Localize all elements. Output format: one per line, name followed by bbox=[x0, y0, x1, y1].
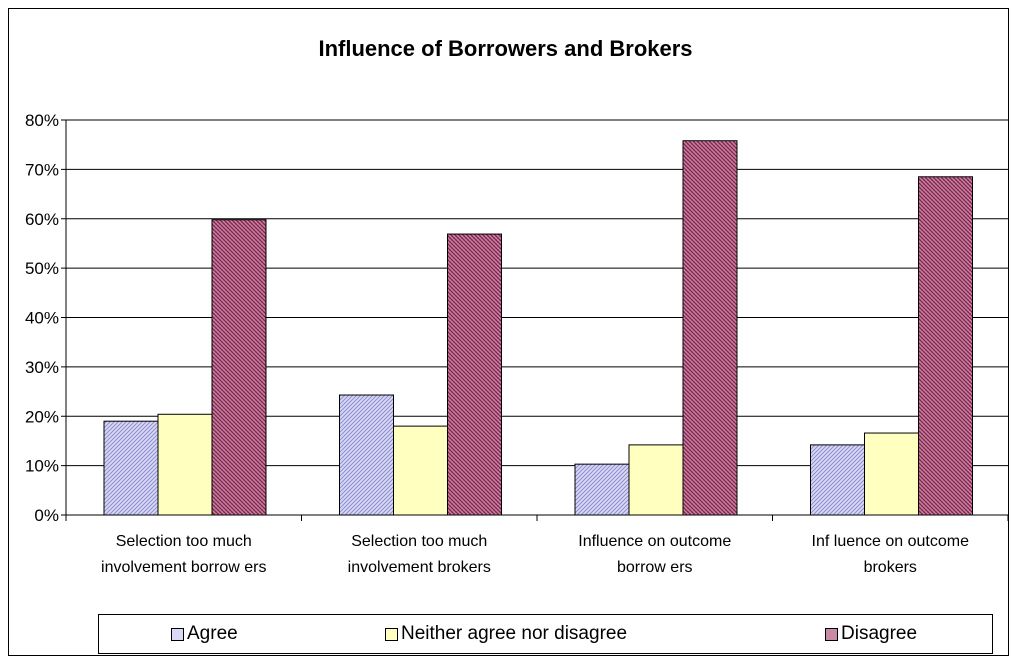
legend-label-neither: Neither agree nor disagree bbox=[401, 623, 628, 644]
x-category-label: involvement brokers bbox=[348, 559, 491, 576]
x-category-label: Inf luence on outcome bbox=[812, 533, 970, 550]
y-tick-label: 80% bbox=[25, 111, 59, 130]
x-category-label: borrow ers bbox=[617, 559, 693, 576]
y-tick-label: 40% bbox=[25, 309, 59, 328]
y-tick-label: 30% bbox=[25, 358, 59, 377]
axes: 0% 10% 20% 30% 40% 50% 60% 70% 80% Selection too … bbox=[25, 111, 1009, 576]
legend-item-neither: Neither agree nor disagree bbox=[385, 623, 627, 645]
chart-legend: Agree Neither agree nor disagree Disagre… bbox=[98, 614, 993, 654]
bar-agree bbox=[339, 394, 394, 516]
x-category-label: Selection too much bbox=[351, 533, 487, 550]
bars bbox=[103, 140, 973, 516]
bar-neither-agree-nor-disagree bbox=[864, 432, 919, 516]
bar-neither-agree-nor-disagree bbox=[157, 413, 213, 516]
bar-agree bbox=[103, 420, 159, 516]
bar-agree bbox=[574, 463, 630, 516]
y-tick-label: 50% bbox=[25, 259, 59, 278]
chart-frame bbox=[8, 8, 1009, 656]
x-category-label: Influence on outcome bbox=[578, 533, 731, 550]
y-tick-label: 10% bbox=[25, 457, 59, 476]
y-tick-label: 70% bbox=[25, 160, 59, 179]
bar-disagree bbox=[918, 176, 973, 516]
bar-neither-agree-nor-disagree bbox=[393, 425, 448, 516]
chart-plot: 0% 10% 20% 30% 40% 50% 60% 70% 80% Selection too … bbox=[25, 111, 1009, 576]
legend-swatch-agree bbox=[171, 627, 184, 641]
y-tick-label: 0% bbox=[34, 506, 59, 525]
bar-disagree bbox=[682, 140, 738, 516]
bar-disagree bbox=[447, 233, 502, 516]
y-tick-label: 60% bbox=[25, 210, 59, 229]
bar-disagree bbox=[211, 219, 267, 516]
x-category-label: Selection too much bbox=[116, 533, 252, 550]
legend-item-disagree: Disagree bbox=[825, 623, 917, 645]
chart-title: Influence of Borrowers and Brokers bbox=[318, 36, 693, 61]
bar-neither-agree-nor-disagree bbox=[628, 444, 684, 516]
x-category-label: brokers bbox=[864, 559, 917, 576]
legend-item-agree: Agree bbox=[171, 623, 238, 645]
legend-label-agree: Agree bbox=[187, 623, 238, 644]
y-tick-label: 20% bbox=[25, 407, 59, 426]
legend-label-disagree: Disagree bbox=[841, 623, 918, 644]
x-category-label: involvement borrow ers bbox=[101, 559, 266, 576]
bar-agree bbox=[810, 444, 865, 516]
legend-swatch-disagree bbox=[825, 627, 838, 641]
legend-swatch-neither bbox=[385, 627, 398, 641]
